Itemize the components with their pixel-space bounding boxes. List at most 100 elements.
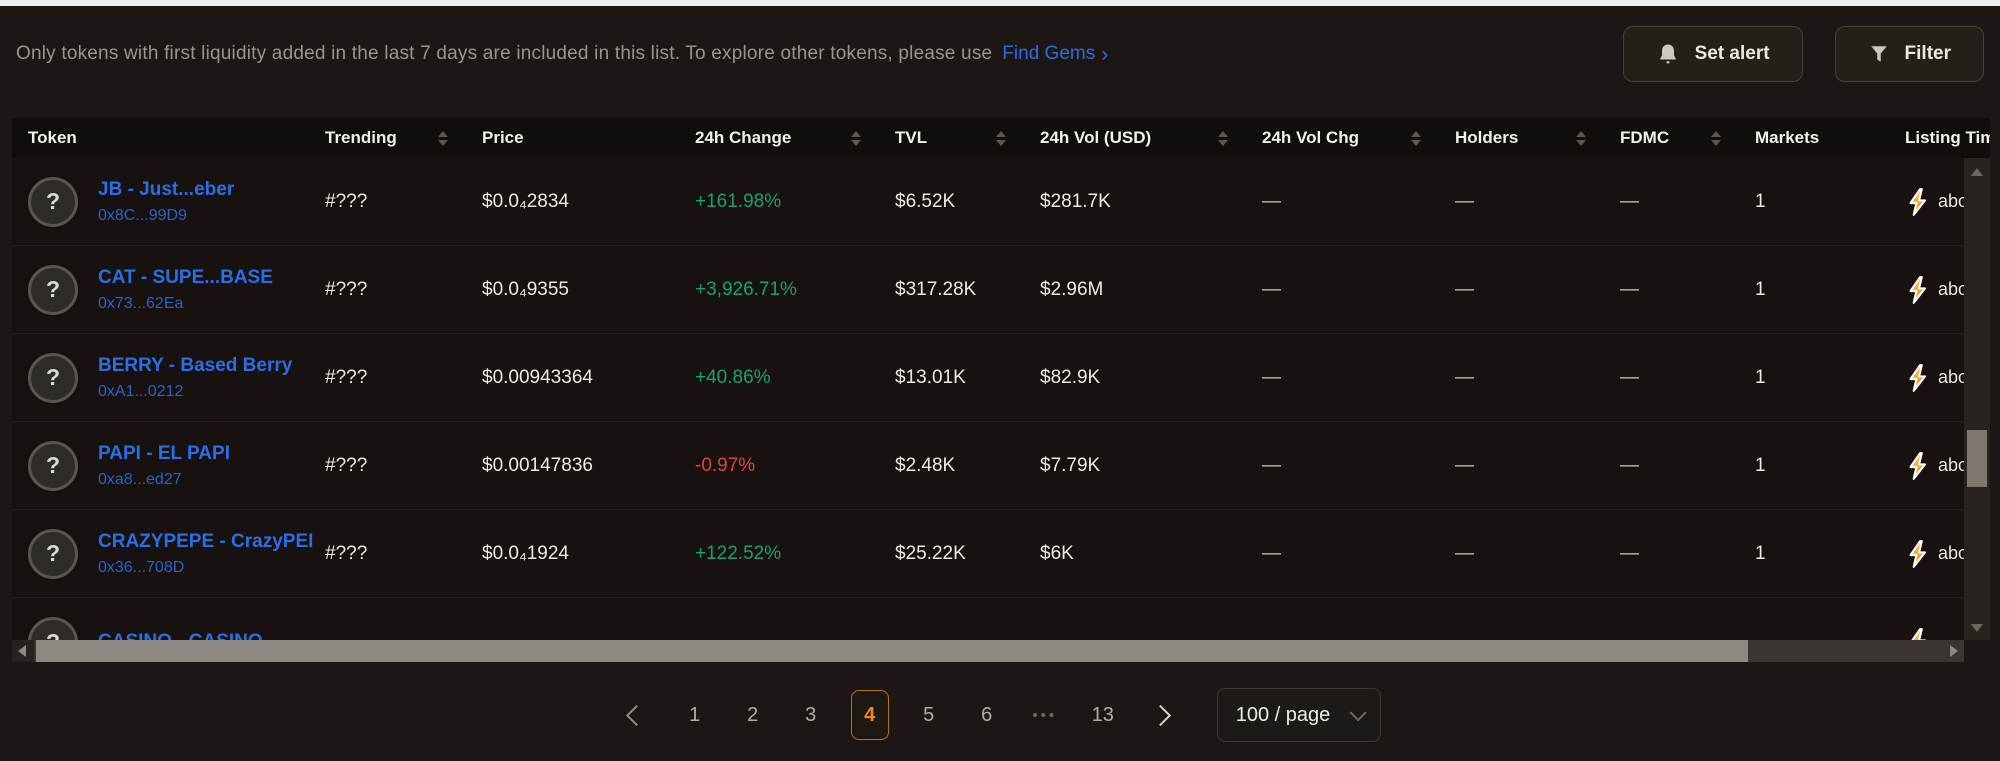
token-avatar[interactable]: ?: [28, 264, 78, 315]
token-address-link[interactable]: 0x73...62Ea: [98, 294, 184, 312]
vertical-scrollbar[interactable]: [1964, 158, 1990, 640]
token-address-link[interactable]: 0x36...708D: [98, 558, 185, 576]
table-row[interactable]: ? CAT - SUPE...BASE 0x73...62Ea #??? $0.0…: [12, 246, 1964, 334]
col-header-tvl[interactable]: TVL: [895, 128, 1040, 148]
col-header-24h-vol-chg[interactable]: 24h Vol Chg: [1262, 128, 1455, 148]
col-header-trending[interactable]: Trending: [325, 128, 482, 148]
scroll-right-icon[interactable]: [1950, 645, 1958, 657]
table-row[interactable]: ? BERRY - Based Berry 0xA1...0212 #??? $0…: [12, 334, 1964, 422]
listing-time-cell: abo: [1905, 363, 1964, 393]
pagination-ellipsis[interactable]: •••: [1032, 706, 1058, 724]
page-button-3[interactable]: 3: [805, 703, 817, 726]
col-header-listing-time: Listing Time: [1905, 128, 1990, 147]
change-cell: +161.98%: [695, 190, 782, 212]
col-header-fdmc[interactable]: FDMC: [1620, 128, 1755, 148]
token-name-link[interactable]: PAPI - EL PAPI: [98, 442, 230, 464]
page-button-4-active[interactable]: 4: [850, 690, 889, 740]
vol-chg-cell: —: [1262, 190, 1281, 212]
page-button-5[interactable]: 5: [923, 703, 935, 726]
token-address-link[interactable]: 0xa8...ed27: [98, 470, 182, 488]
token-name-link[interactable]: CAT - SUPE...BASE: [98, 266, 273, 288]
vol-chg-cell: —: [1262, 542, 1281, 564]
tvl-cell: $13.01K: [895, 366, 966, 388]
token-cell: ? CRAZYPEPE - CrazyPEI 0x36...708D: [28, 528, 325, 579]
funnel-icon: [1868, 43, 1890, 65]
page-button-13[interactable]: 13: [1091, 703, 1114, 726]
token-name-link[interactable]: CRAZYPEPE - CrazyPEI: [98, 530, 314, 552]
listing-time-cell: abo: [1905, 187, 1964, 217]
token-address-link[interactable]: 0x8C...99D9: [98, 206, 187, 224]
tvl-cell: $317.28K: [895, 278, 977, 300]
trending-cell: #???: [325, 454, 368, 476]
horizontal-scrollbar-thumb[interactable]: [36, 640, 1748, 662]
vol-cell: $7.79K: [1040, 454, 1101, 476]
col-header-holders[interactable]: Holders: [1455, 128, 1620, 148]
find-gems-link[interactable]: Find Gems ›: [1002, 42, 1109, 66]
sort-icon[interactable]: [1411, 130, 1421, 146]
vertical-scrollbar-thumb[interactable]: [1967, 430, 1987, 487]
col-header-24h-change[interactable]: 24h Change: [695, 128, 895, 148]
notice-text: Only tokens with first liquidity added i…: [16, 43, 993, 64]
tvl-cell: $25.22K: [895, 542, 966, 564]
next-page-button[interactable]: [1143, 691, 1179, 739]
page-size-select[interactable]: 100 / page: [1216, 688, 1382, 742]
change-cell: -0.97%: [695, 454, 756, 476]
filter-button[interactable]: Filter: [1834, 26, 1984, 82]
change-cell: +122.52%: [695, 542, 782, 564]
scroll-up-icon[interactable]: [1971, 168, 1983, 176]
scroll-down-icon[interactable]: [1971, 624, 1983, 632]
scroll-left-icon[interactable]: [18, 645, 26, 657]
col-header-markets: Markets: [1755, 128, 1820, 147]
bell-icon: [1656, 42, 1680, 66]
trending-cell: #???: [325, 278, 368, 300]
token-avatar[interactable]: ?: [28, 176, 78, 227]
token-name-link[interactable]: JB - Just...eber: [98, 178, 235, 200]
price-cell: $0.00147836: [482, 454, 593, 476]
listing-time-cell: [1905, 627, 1964, 640]
token-name-link[interactable]: CASINO - CASINO: [98, 631, 263, 640]
lightning-icon: [1905, 275, 1931, 305]
token-name-link[interactable]: BERRY - Based Berry: [98, 354, 293, 376]
trending-cell: #???: [325, 190, 368, 212]
fdmc-cell: —: [1620, 542, 1639, 564]
fdmc-cell: —: [1620, 366, 1639, 388]
sort-icon[interactable]: [1711, 130, 1721, 146]
sort-icon[interactable]: [438, 130, 448, 146]
table-row[interactable]: ? CRAZYPEPE - CrazyPEI 0x36...708D #??? $…: [12, 510, 1964, 598]
table-row[interactable]: ? JB - Just...eber 0x8C...99D9 #??? $0.0₄…: [12, 158, 1964, 246]
markets-cell: 1: [1755, 278, 1766, 300]
token-cell: ? JB - Just...eber 0x8C...99D9: [28, 176, 325, 227]
sort-icon[interactable]: [1218, 130, 1228, 146]
table-row-partial[interactable]: ? CASINO - CASINO: [12, 598, 1964, 640]
token-avatar[interactable]: ?: [28, 617, 78, 640]
page-button-6[interactable]: 6: [981, 703, 993, 726]
token-avatar[interactable]: ?: [28, 528, 78, 579]
col-header-24h-vol[interactable]: 24h Vol (USD): [1040, 128, 1262, 148]
vol-cell: $281.7K: [1040, 190, 1111, 212]
sort-icon[interactable]: [851, 130, 861, 146]
page-button-2[interactable]: 2: [747, 703, 759, 726]
trending-cell: #???: [325, 542, 368, 564]
question-mark-icon: ?: [46, 629, 60, 641]
holders-cell: —: [1455, 542, 1474, 564]
prev-page-button[interactable]: [619, 691, 655, 739]
page-button-1[interactable]: 1: [689, 703, 701, 726]
listing-time-text: abo: [1938, 455, 1964, 475]
question-mark-icon: ?: [45, 452, 61, 478]
holders-cell: —: [1455, 454, 1474, 476]
set-alert-button[interactable]: Set alert: [1622, 26, 1803, 82]
table-row[interactable]: ? PAPI - EL PAPI 0xa8...ed27 #??? $0.0014…: [12, 422, 1964, 510]
sort-icon[interactable]: [996, 130, 1006, 146]
token-address-link[interactable]: 0xA1...0212: [98, 382, 184, 400]
question-mark-icon: ?: [45, 276, 61, 302]
token-avatar[interactable]: ?: [28, 352, 78, 403]
price-cell: $0.0₄2834: [482, 190, 570, 212]
vol-chg-cell: —: [1262, 366, 1281, 388]
chevron-left-icon: [626, 704, 648, 726]
horizontal-scrollbar[interactable]: [12, 640, 1964, 662]
token-avatar[interactable]: ?: [28, 440, 78, 491]
sort-icon[interactable]: [1576, 130, 1586, 146]
token-cell: ? CASINO - CASINO: [28, 617, 325, 640]
change-cell: +40.86%: [695, 366, 771, 388]
